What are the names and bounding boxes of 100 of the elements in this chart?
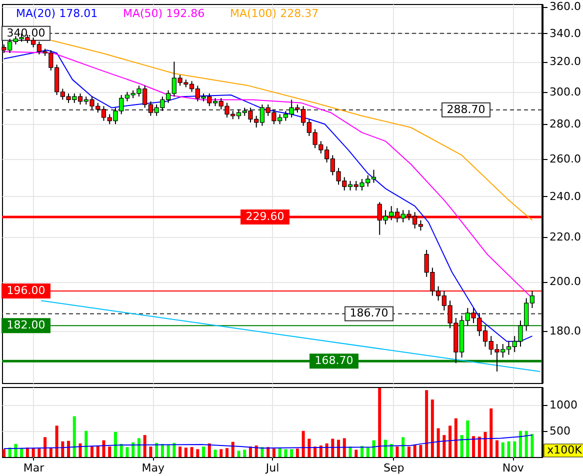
bar <box>231 442 234 457</box>
y-tick-label: 1000 <box>550 398 578 412</box>
bar <box>126 447 129 457</box>
bar <box>478 436 481 457</box>
bar <box>496 440 498 457</box>
bar <box>337 440 340 457</box>
bar <box>14 444 18 457</box>
bar <box>102 440 106 457</box>
y-axis-title: x100K <box>547 444 583 456</box>
y-tick-label: 200.0 <box>550 275 581 288</box>
y-tick-label: 300.0 <box>550 85 581 98</box>
bar <box>524 430 528 457</box>
bar <box>419 444 422 457</box>
bar <box>342 438 346 457</box>
bar <box>243 450 246 457</box>
bar <box>55 426 58 457</box>
bar <box>402 437 405 457</box>
bar <box>302 430 305 457</box>
bar <box>372 440 376 457</box>
bar <box>448 426 452 457</box>
bar <box>155 442 158 457</box>
bar <box>490 408 493 457</box>
bar <box>290 449 294 457</box>
bar <box>472 436 476 457</box>
bar <box>272 448 276 457</box>
bar <box>190 447 194 457</box>
bar <box>178 446 182 457</box>
bar <box>172 442 176 457</box>
bar <box>396 446 399 457</box>
x-tick-label: Sep <box>383 462 404 474</box>
bar <box>384 440 387 457</box>
bar <box>513 441 516 457</box>
bar <box>314 446 317 457</box>
bar <box>96 446 100 457</box>
y-tick-label: 260.0 <box>550 152 581 166</box>
bar <box>196 449 200 457</box>
bar <box>2 449 6 457</box>
y-tick-label: 500 <box>550 424 570 438</box>
y-tick-label: 240.0 <box>550 190 581 203</box>
x-tick-label: Mar <box>23 462 45 474</box>
bar <box>160 444 164 457</box>
bar <box>44 437 47 457</box>
bar <box>38 448 41 457</box>
bar <box>530 434 534 457</box>
bar <box>143 435 146 457</box>
bar <box>226 448 228 457</box>
bar <box>184 448 188 457</box>
bar <box>208 443 211 457</box>
bar <box>407 446 410 457</box>
bar <box>220 449 223 457</box>
bar <box>84 430 88 457</box>
bar <box>325 443 328 457</box>
bar <box>360 446 364 457</box>
bar <box>67 440 70 457</box>
bar <box>49 448 52 457</box>
bar <box>507 441 510 457</box>
bar <box>214 450 217 457</box>
bar <box>366 448 370 457</box>
line-series <box>50 40 533 221</box>
ref-line-label: 186.70 <box>350 306 388 320</box>
ref-line-label: 229.60 <box>246 210 284 223</box>
ref-line-label: 168.70 <box>314 354 354 368</box>
ref-line-label: 182.00 <box>6 318 46 332</box>
bar <box>413 444 416 457</box>
y-tick-label: 320.0 <box>550 55 581 68</box>
bar <box>78 443 82 457</box>
bar <box>248 446 252 457</box>
bar <box>308 438 311 457</box>
y-tick-label: 280.0 <box>550 118 581 131</box>
bar <box>108 446 112 457</box>
y-tick-label: 180.0 <box>550 324 581 338</box>
bar <box>202 446 206 457</box>
bar <box>72 416 76 457</box>
bar <box>61 441 64 457</box>
bar <box>425 390 428 457</box>
bar <box>319 446 322 457</box>
y-tick-label: 360.0 <box>550 0 581 14</box>
ref-line-label: 196.00 <box>6 284 46 297</box>
bar <box>442 435 446 457</box>
ref-line-label: 288.70 <box>446 102 486 116</box>
bar <box>378 388 382 457</box>
bar <box>296 448 299 457</box>
bar <box>166 444 170 457</box>
bar <box>518 430 522 457</box>
bar <box>430 400 434 457</box>
bar <box>484 432 487 457</box>
bar <box>114 432 117 457</box>
text: MA(20) 178.01 <box>16 7 98 20</box>
bar <box>132 442 135 457</box>
text: MA(100) 228.37 <box>230 7 319 20</box>
y-tick-label: 340.0 <box>550 26 581 40</box>
bar <box>454 418 458 457</box>
bar <box>32 448 35 457</box>
bar <box>284 449 288 457</box>
bar <box>460 435 464 457</box>
bar <box>120 444 123 457</box>
bar <box>137 438 140 457</box>
bar <box>390 444 393 457</box>
bar <box>149 446 152 457</box>
bar <box>354 450 358 457</box>
